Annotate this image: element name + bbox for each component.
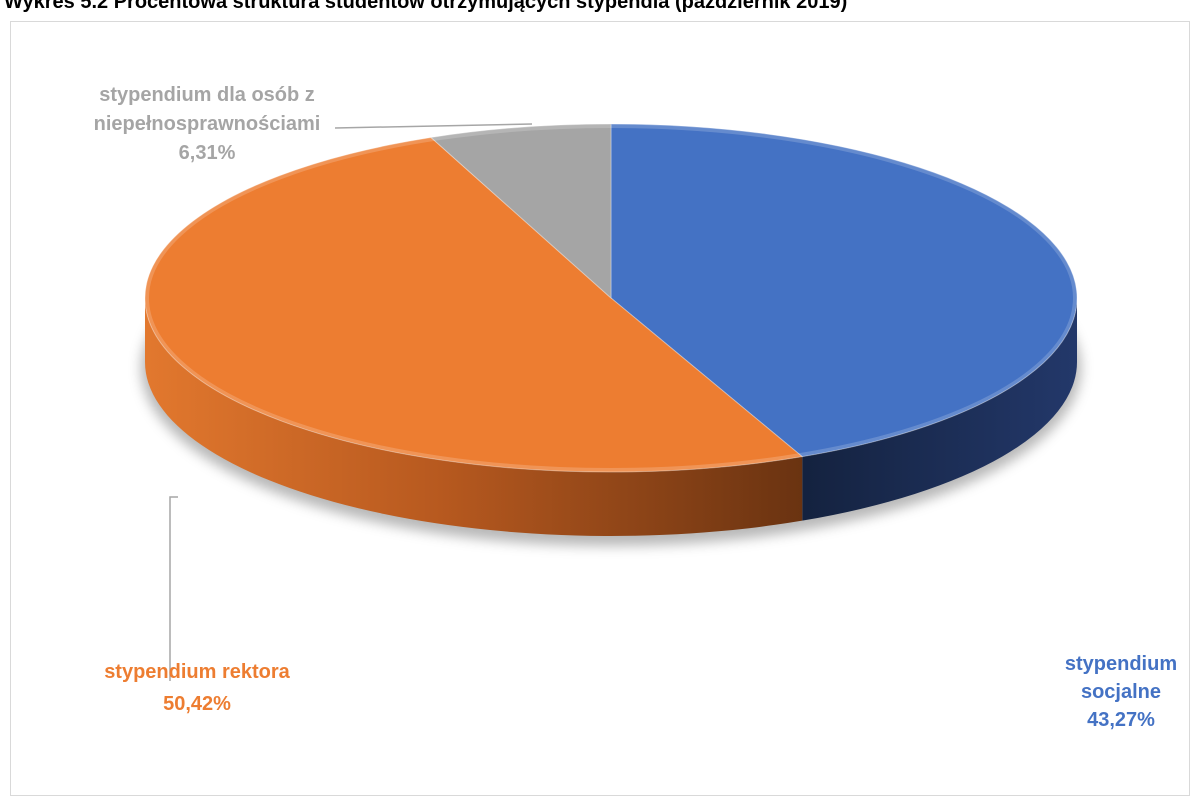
pie-slice-0 — [610, 123, 1078, 458]
data-label-0: stypendium socjalne 43,27% — [1065, 653, 1177, 731]
data-label-category: niepełnosprawnościami — [94, 113, 321, 135]
data-label-value: 6,31% — [179, 142, 236, 164]
chart-title: Wykres 5.2 Procentowa struktura studentó… — [4, 0, 848, 13]
pie-side-0 — [802, 298, 1077, 521]
data-label-category: stypendium — [1065, 653, 1177, 675]
data-label-value: 43,27% — [1087, 709, 1155, 731]
leader-line-2 — [334, 123, 533, 129]
leader-line-1 — [169, 496, 178, 681]
data-label-2: stypendium dla osób z niepełnosprawnościa… — [94, 84, 321, 164]
data-label-value: 50,42% — [163, 693, 231, 715]
data-label-category: socjalne — [1081, 681, 1161, 703]
pie-rim — [145, 124, 1077, 472]
data-label-category: stypendium dla osób z — [99, 84, 315, 106]
data-label-1: stypendium rektora 50,42% — [104, 661, 290, 715]
chart-area — [10, 21, 1190, 796]
data-label-category: stypendium rektora — [104, 661, 290, 683]
pie-slice-2 — [429, 123, 612, 300]
pie-side-1 — [145, 298, 803, 536]
pie-slice-1 — [144, 136, 804, 473]
